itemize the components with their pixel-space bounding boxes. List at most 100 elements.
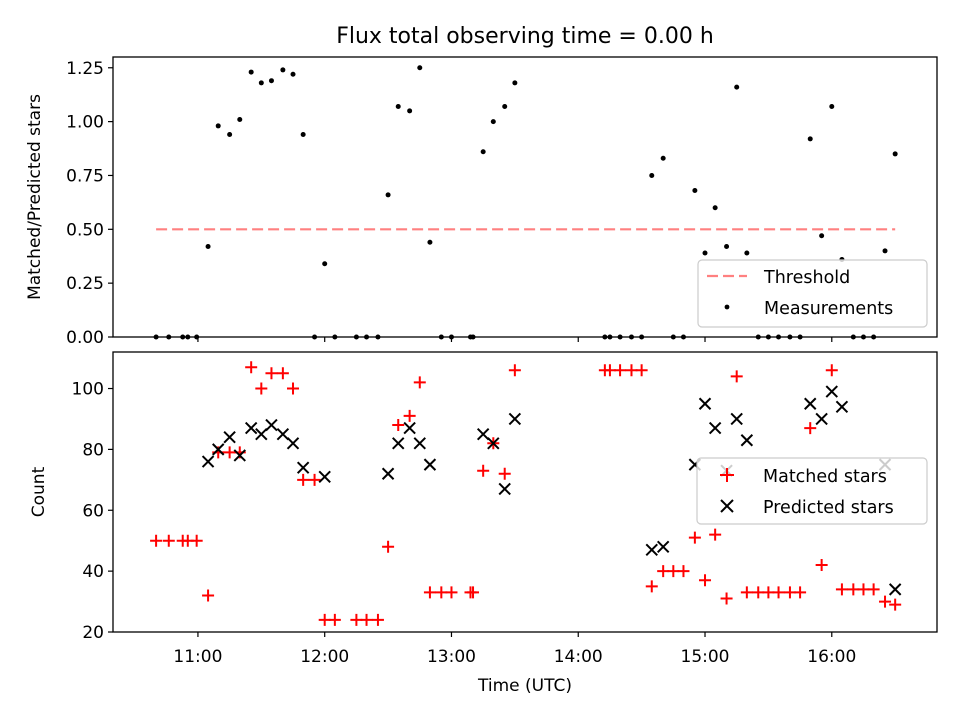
predicted-legend-swatch — [720, 499, 734, 513]
matched-star-point — [772, 586, 785, 599]
predicted-star-point — [645, 543, 658, 557]
ratio-y-axis-label: Matched/Predicted stars — [25, 94, 45, 300]
count-plot-frame — [112, 351, 938, 633]
measurement-point — [712, 205, 718, 211]
threshold-legend-label: Threshold — [763, 268, 850, 288]
predicted-star-point — [265, 418, 278, 432]
count-y-tick-label: 80 — [82, 440, 104, 460]
measurement-point — [480, 149, 486, 155]
chart-title: Flux total observing time = 0.00 h — [336, 24, 714, 49]
count-x-tick-label: 16:00 — [807, 647, 856, 667]
measurement-point — [702, 250, 708, 256]
matched-star-point — [403, 409, 416, 422]
matched-star-point — [867, 583, 880, 596]
predicted-star-point — [487, 437, 500, 450]
measurement-point — [417, 65, 423, 71]
count-panel: Count Time (UTC) 20 40 60 80 100 11:00 12:00 13… — [29, 351, 938, 696]
matched-star-point — [688, 531, 701, 544]
measurement-point — [215, 123, 221, 129]
count-x-tick-label: 12:00 — [300, 647, 349, 667]
measurement-point — [268, 78, 274, 84]
matched-star-point — [614, 364, 627, 377]
measurement-point — [237, 116, 243, 122]
matched-star-point — [328, 613, 341, 626]
ratio-y-tick-label: 0.75 — [66, 166, 104, 186]
matched-star-point — [625, 364, 638, 377]
matched-star-point — [508, 364, 521, 377]
measurement-point — [300, 132, 306, 138]
predicted-star-point — [888, 583, 902, 596]
measurement-point — [395, 104, 401, 110]
matched-star-point — [835, 583, 848, 596]
measurement-point — [892, 151, 898, 157]
matched-legend-label: Matched stars — [763, 467, 887, 487]
matched-star-point — [150, 534, 163, 547]
predicted-star-point — [381, 467, 395, 480]
count-points — [150, 361, 902, 626]
matched-star-point — [435, 586, 448, 599]
matched-star-point — [265, 367, 278, 380]
matched-legend-swatch — [720, 468, 734, 482]
count-y-tick-label: 60 — [82, 501, 104, 521]
matched-star-point — [879, 595, 892, 608]
predicted-star-point — [318, 470, 331, 483]
matched-star-point — [371, 613, 384, 626]
ratio-ticks: 0.00 0.25 0.50 0.75 1.00 1.25 — [66, 59, 833, 348]
ratio-y-tick-label: 0.50 — [66, 220, 104, 240]
ratio-y-tick-label: 1.00 — [66, 113, 104, 133]
predicted-star-point — [708, 421, 722, 435]
measurement-point — [660, 155, 666, 161]
predicted-star-point — [244, 421, 258, 435]
count-y-tick-label: 20 — [82, 623, 104, 643]
count-y-tick-label: 100 — [72, 380, 104, 400]
matched-star-point — [297, 473, 310, 486]
matched-star-point — [635, 364, 648, 377]
measurement-point — [819, 233, 825, 239]
ratio-panel: Matched/Predicted stars 0.00 0.25 0.50 0.75… — [25, 56, 938, 348]
matched-star-point — [804, 422, 817, 435]
matched-star-point — [223, 446, 236, 459]
count-x-tick-label: 13:00 — [427, 647, 476, 667]
matched-star-point — [740, 586, 753, 599]
measurement-point — [205, 244, 211, 250]
matched-star-point — [857, 583, 870, 596]
predicted-star-point — [815, 412, 828, 426]
matched-star-point — [308, 473, 321, 486]
ratio-y-tick-label: 0.25 — [66, 274, 104, 294]
matched-star-point — [677, 565, 690, 578]
matched-star-point — [467, 586, 480, 599]
measurement-point — [490, 119, 496, 125]
count-y-axis-label: Count — [29, 466, 49, 517]
ratio-plot-frame — [112, 56, 938, 338]
predicted-star-point — [403, 421, 416, 435]
predicted-star-point — [423, 458, 437, 471]
predicted-star-point — [730, 412, 743, 426]
count-x-tick-label: 14:00 — [554, 647, 603, 667]
measurement-point — [290, 71, 296, 77]
predicted-star-point — [233, 449, 246, 462]
measurement-point — [724, 244, 730, 250]
count-y-tick-label: 40 — [82, 562, 104, 582]
measurement-point — [385, 192, 391, 198]
measurement-point — [502, 104, 508, 110]
predicted-star-point — [698, 397, 712, 410]
ratio-y-tick-label: 0.00 — [66, 328, 104, 348]
matched-star-point — [162, 534, 175, 547]
matched-star-point — [645, 580, 658, 593]
count-ticks: 20 40 60 80 100 11:00 12:00 13:00 14:00 15:00 16:0… — [72, 380, 857, 667]
predicted-star-point — [201, 455, 215, 468]
count-legend: Matched stars Predicted stars — [696, 457, 928, 525]
measurement-point — [744, 250, 750, 256]
measurement-point — [807, 136, 813, 142]
measurements-legend-swatch — [724, 304, 730, 310]
measurement-point — [692, 188, 698, 194]
measurement-point — [280, 67, 286, 73]
ratio-y-tick-label: 1.25 — [66, 59, 104, 79]
predicted-star-point — [212, 443, 225, 456]
measurement-point — [882, 248, 888, 254]
matched-star-point — [445, 586, 458, 599]
matched-star-point — [889, 598, 902, 611]
predicted-star-point — [498, 482, 511, 496]
matched-star-point — [657, 565, 670, 578]
count-x-tick-label: 15:00 — [681, 647, 730, 667]
